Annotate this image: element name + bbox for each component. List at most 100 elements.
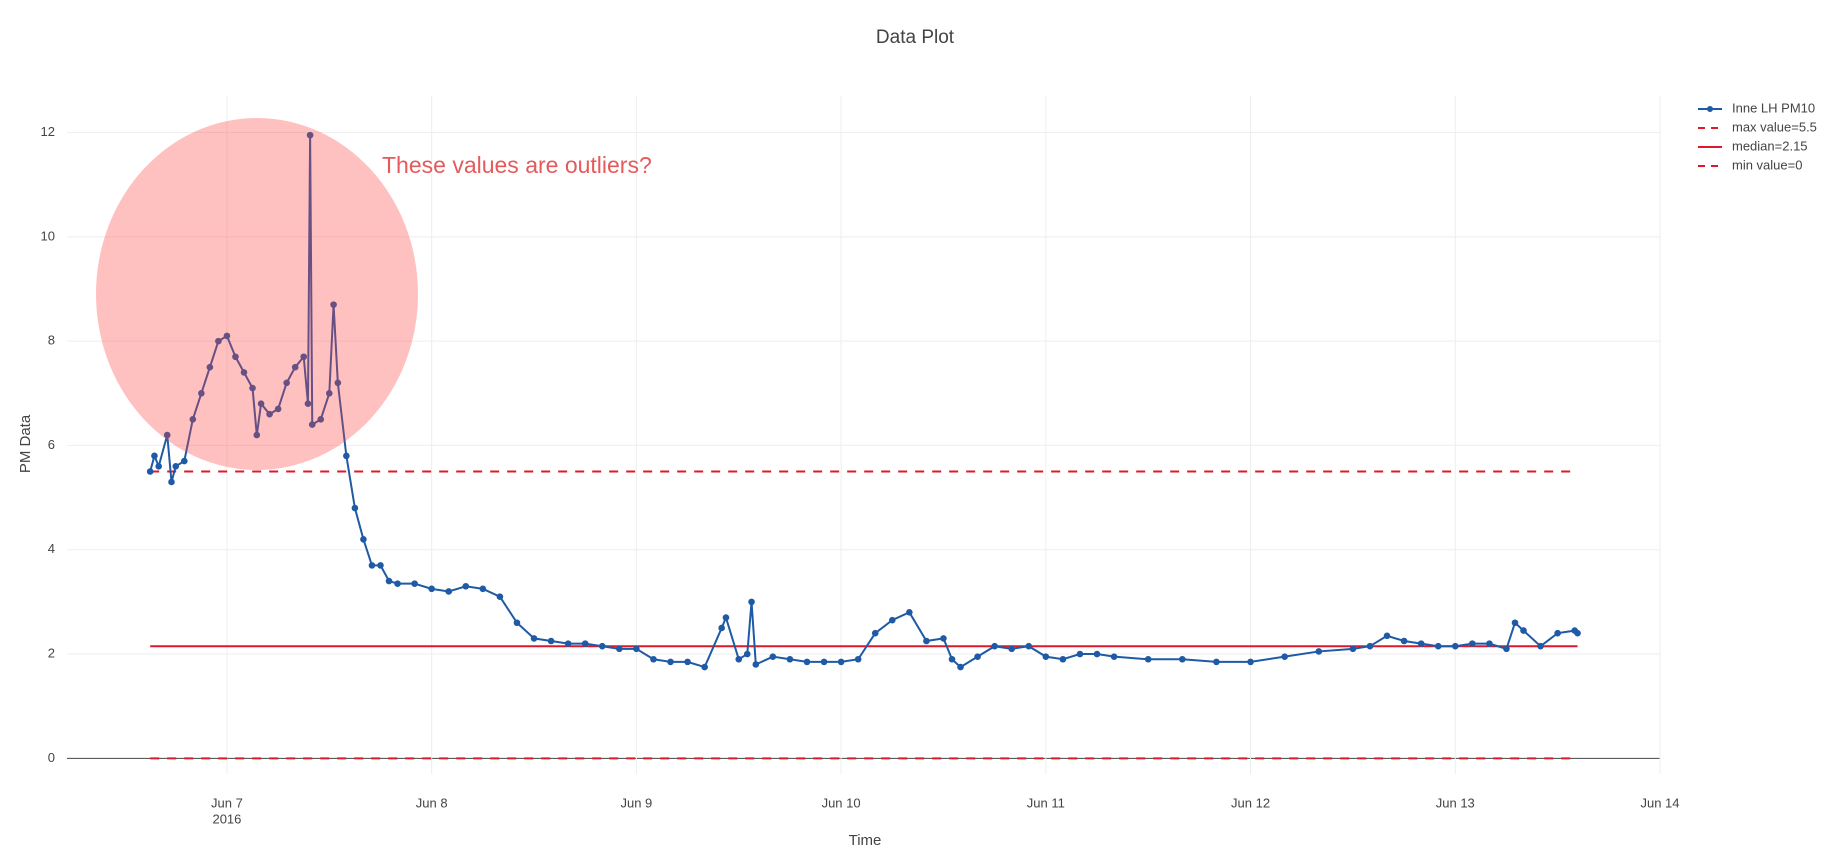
legend-marker (1707, 106, 1713, 112)
data-point (1400, 637, 1408, 645)
data-point (1503, 645, 1510, 653)
data-point (633, 645, 640, 653)
data-point (1008, 645, 1016, 653)
data-point (223, 332, 231, 340)
data-point (1451, 642, 1459, 650)
data-point (351, 504, 359, 512)
data-point (743, 650, 751, 658)
data-point (274, 405, 282, 413)
data-point (803, 658, 811, 666)
data-point (283, 379, 290, 387)
legend: Inne LH PM10 max value=5.5 median=2.15 min … (1698, 100, 1817, 172)
data-point (1469, 640, 1476, 647)
x-tick-label: Jun 14 (1640, 795, 1679, 810)
data-point (1076, 650, 1084, 658)
data-point (598, 642, 606, 650)
data-point (304, 400, 312, 408)
data-point (330, 301, 337, 308)
data-point (701, 663, 708, 671)
data-point (198, 389, 205, 397)
data-point (306, 131, 314, 139)
data-point (1144, 655, 1152, 663)
data-point (1434, 642, 1442, 650)
data-point (291, 363, 299, 371)
data-point (530, 635, 538, 642)
y-tick-label: 10 (41, 228, 55, 243)
data-point (385, 577, 393, 585)
data-point (581, 640, 589, 647)
data-point (326, 389, 333, 397)
data-point (189, 416, 197, 423)
data-point (564, 640, 572, 647)
x-tick-label: Jun 10 (822, 795, 861, 810)
y-tick-label: 4 (48, 541, 55, 556)
data-point (854, 655, 862, 663)
data-point (1025, 642, 1033, 650)
data-point (1486, 640, 1493, 647)
data-point (1179, 655, 1186, 663)
data-point (163, 431, 171, 439)
data-point (368, 562, 376, 569)
data-point (1417, 640, 1425, 647)
data-point (206, 363, 214, 371)
data-point (411, 580, 418, 587)
data-point (1537, 642, 1544, 650)
data-point (1281, 653, 1288, 660)
data-point (1383, 632, 1391, 640)
data-point (1349, 645, 1357, 653)
x-tick-label: Jun 13 (1436, 795, 1475, 810)
outlier-highlight (96, 118, 418, 470)
data-point (735, 655, 743, 663)
data-point (684, 658, 691, 666)
legend-label: median=2.15 (1732, 138, 1808, 153)
data-point (308, 421, 316, 428)
overlay: These values are outliers? (96, 118, 652, 470)
data-point (718, 624, 725, 632)
data-point (1315, 648, 1323, 655)
data-point (377, 562, 384, 569)
data-point (1520, 627, 1527, 634)
data-point (496, 593, 504, 600)
data-point (1366, 642, 1374, 650)
data-point (249, 384, 256, 392)
data-point (974, 653, 981, 660)
data-point (334, 379, 342, 387)
x-year-label: 2016 (212, 811, 241, 826)
y-tick-label: 12 (41, 124, 55, 139)
data-point (906, 609, 913, 616)
data-point (445, 588, 453, 595)
data-point (253, 431, 261, 439)
x-tick-label: Jun 8 (416, 795, 448, 810)
data-point (820, 658, 828, 666)
data-point (769, 653, 777, 660)
data-point (232, 353, 239, 361)
data-point (948, 655, 956, 663)
data-point (300, 353, 308, 361)
data-point (462, 582, 470, 590)
data-point (215, 337, 222, 345)
data-point (343, 452, 350, 460)
data-point (616, 645, 623, 653)
data-point (266, 410, 273, 418)
data-point (428, 585, 435, 593)
data-point (923, 637, 930, 645)
data-point (360, 536, 367, 543)
data-point (172, 462, 180, 470)
data-point (1574, 629, 1581, 637)
y-tick-label: 0 (48, 750, 55, 765)
data-point (394, 580, 401, 587)
data-point (168, 478, 175, 486)
data-point (479, 585, 487, 593)
data-point (1059, 655, 1067, 663)
data-point (180, 457, 188, 465)
data-point (722, 614, 730, 621)
x-tick-label: Jun 9 (620, 795, 652, 810)
data-point (1247, 658, 1254, 666)
data-point (940, 635, 947, 642)
data-point (317, 416, 325, 423)
data-point (991, 642, 998, 650)
data-point (650, 655, 657, 663)
y-tick-label: 8 (48, 333, 55, 348)
data-point (547, 637, 555, 645)
